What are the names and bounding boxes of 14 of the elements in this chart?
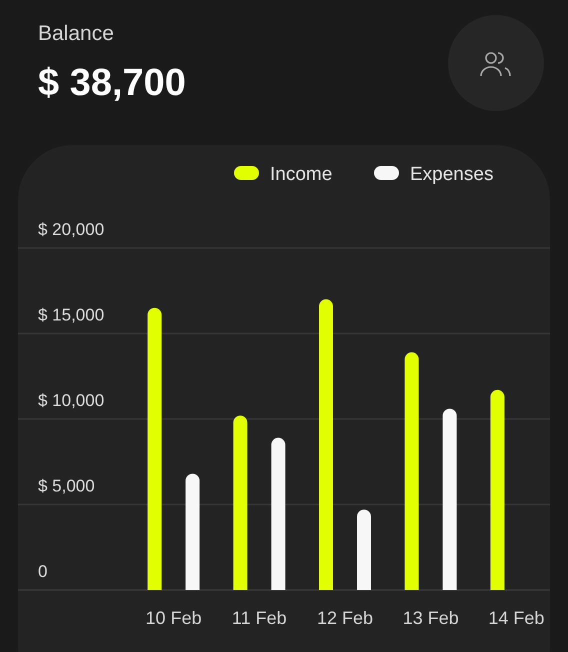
x-tick-label: 12 Feb xyxy=(316,608,374,628)
x-tick-label: 14 Feb xyxy=(488,608,544,628)
x-tick-label: 13 Feb xyxy=(402,608,459,628)
chart-subtitle: $ 38,700 xyxy=(38,62,186,104)
x-tick-label: 10 Feb xyxy=(146,608,202,628)
chart-title: Balance xyxy=(38,22,114,45)
x-tick-label: 11 Feb xyxy=(232,608,287,628)
y-tick-label: $ 15,000 xyxy=(38,306,104,324)
legend-label: Income xyxy=(270,164,332,185)
y-tick-label: 0 xyxy=(38,562,48,581)
y-tick-label: $ 20,000 xyxy=(38,220,104,239)
y-tick-label: $ 10,000 xyxy=(38,391,104,410)
legend-label: Expenses xyxy=(410,164,494,185)
y-tick-label: $ 5,000 xyxy=(38,476,95,496)
